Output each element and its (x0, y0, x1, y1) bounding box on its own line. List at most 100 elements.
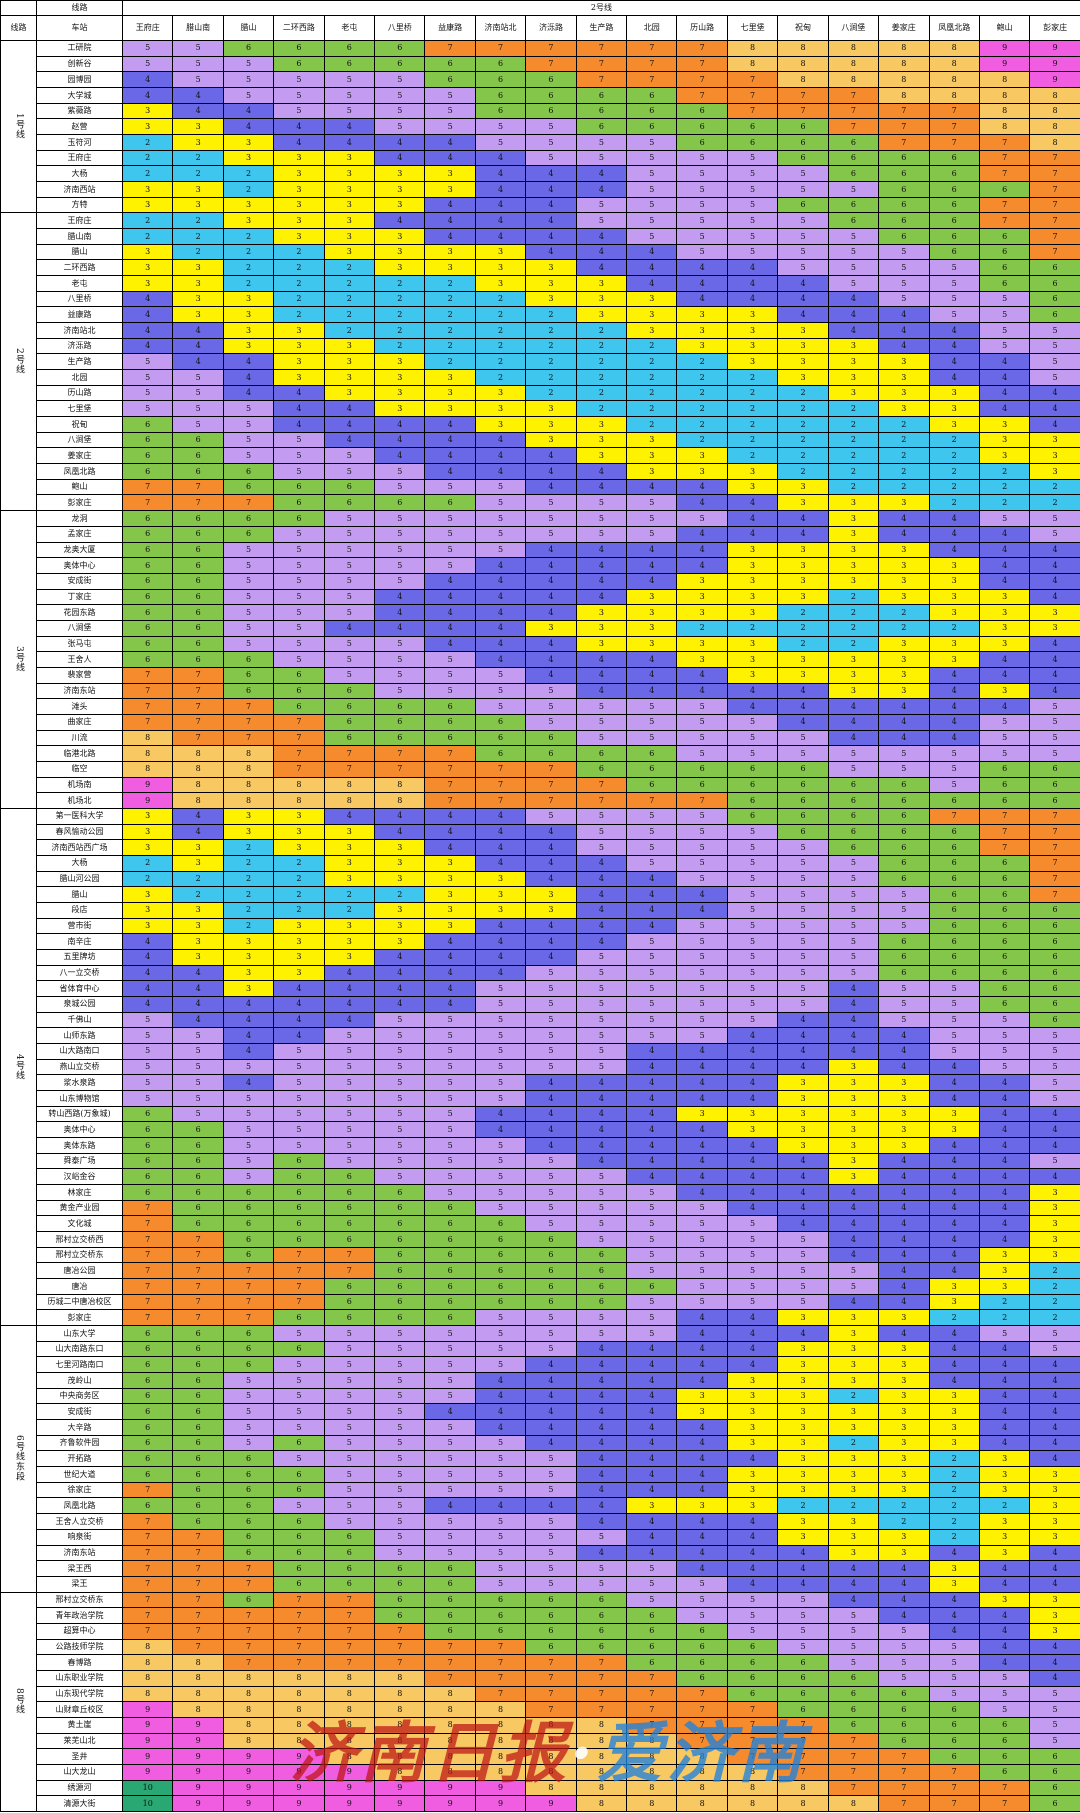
fare-cell: 6 (273, 1168, 325, 1186)
fare-cell: 2 (928, 1309, 980, 1327)
fare-cell: 7 (121, 698, 174, 715)
fare-cell: 8 (121, 745, 174, 762)
origin-station-name: 丁家庄 (36, 588, 123, 606)
fare-row: 腊山南 2 2 2 3 3 3 4 4 4 4 5 5 5 5 5 6 6 6 7 (1, 228, 1080, 245)
fare-cell: 4 (928, 713, 980, 731)
fare-row: 段店 3 3 2 2 2 3 3 3 3 4 4 4 5 5 5 5 6 6 6 (1, 901, 1080, 919)
fare-cell: 3 (777, 572, 829, 590)
fare-cell: 3 (323, 196, 376, 214)
fare-cell: 3 (777, 1450, 829, 1468)
origin-station-name: 段店 (36, 901, 123, 919)
fare-cell: 4 (626, 1121, 678, 1139)
fare-cell: 3 (928, 604, 980, 621)
fare-row: 大辛路 6 6 5 5 5 5 5 4 4 4 4 4 3 3 3 3 3 4 4 (1, 1419, 1080, 1436)
fare-cell: 5 (222, 1372, 275, 1389)
fare-cell: 8 (878, 55, 930, 73)
fare-cell: 4 (374, 447, 426, 465)
fare-cell: 4 (575, 682, 628, 700)
fare-cell: 4 (676, 666, 728, 684)
fare-cell: 5 (474, 1090, 527, 1107)
fare-cell: 3 (424, 917, 476, 935)
fare-cell: 6 (827, 1701, 880, 1718)
fare-cell: 3 (424, 901, 476, 919)
fare-cell: 4 (121, 337, 174, 355)
fare-cell: 2 (626, 400, 678, 418)
fare-cell: 4 (474, 964, 527, 982)
fare-cell: 4 (575, 1434, 628, 1452)
fare-cell: 3 (928, 1560, 980, 1577)
fare-cell: 6 (726, 760, 779, 778)
fare-cell: 5 (474, 1043, 527, 1060)
fare-cell: 3 (827, 541, 880, 559)
fare-cell: 7 (222, 1293, 275, 1311)
fare-cell: 3 (878, 635, 930, 653)
fare-cell: 5 (121, 1011, 174, 1029)
fare-cell: 8 (978, 71, 1031, 89)
fare-cell: 5 (424, 1027, 476, 1044)
fare-cell: 4 (424, 463, 476, 480)
fare-cell: 3 (676, 337, 728, 355)
fare-cell: 8 (121, 1669, 174, 1687)
fare-cell: 4 (726, 698, 779, 715)
fare-cell: 3 (676, 463, 728, 480)
fare-cell: 4 (978, 384, 1031, 402)
fare-cell: 3 (827, 1137, 880, 1154)
fare-row: 1号线 工研院 5 5 6 6 6 6 7 7 7 7 7 7 8 8 8 8 8 9 9 (0, 39, 1080, 214)
fare-cell: 5 (424, 1184, 476, 1201)
dest-station-header: 鲍山 (978, 15, 1031, 41)
fare-row: 北园 5 5 4 3 3 3 3 2 2 2 2 2 2 3 3 3 4 4 5 (1, 369, 1080, 386)
fare-cell: 4 (525, 1074, 577, 1092)
fare-row: 安成街 6 6 5 5 5 5 4 4 4 4 4 3 3 3 3 3 3 4 4 (1, 572, 1080, 590)
fare-cell: 4 (978, 1560, 1031, 1577)
fare-cell: 6 (726, 1669, 779, 1687)
fare-cell: 7 (525, 1669, 577, 1687)
fare-cell: 2 (827, 431, 880, 449)
header-row-line: 线路 2号线 (0, 0, 1080, 16)
fare-cell: 7 (1029, 181, 1080, 198)
fare-cell: 6 (172, 1137, 224, 1154)
fare-cell: 8 (323, 776, 376, 794)
fare-row: 唐冶公园 7 7 7 7 7 6 6 6 6 6 5 5 5 5 5 4 4 3 2 (1, 1262, 1080, 1280)
fare-cell: 2 (676, 431, 728, 449)
fare-cell: 5 (172, 1074, 224, 1092)
fare-cell: 4 (928, 1372, 980, 1389)
fare-cell: 5 (1029, 369, 1080, 386)
fare-row: 益康路 4 3 3 2 2 2 2 2 2 3 3 3 3 4 4 4 5 5 6 (1, 306, 1080, 324)
fare-cell: 5 (525, 1199, 577, 1217)
fare-cell: 7 (525, 40, 577, 57)
fare-cell: 5 (273, 102, 325, 120)
fare-cell: 6 (273, 1184, 325, 1201)
fare-cell: 5 (273, 1450, 325, 1468)
fare-cell: 8 (676, 1795, 728, 1812)
dest-station-header: 腊山 (222, 15, 275, 41)
fare-cell: 5 (575, 196, 628, 214)
fare-cell: 6 (374, 1262, 426, 1280)
fare-cell: 4 (424, 572, 476, 590)
fare-cell: 5 (777, 1638, 829, 1656)
fare-cell: 4 (525, 1403, 577, 1421)
fare-row: 山大路南口 5 5 4 5 5 5 5 5 5 5 4 4 4 4 4 4 5 5 5 (1, 1043, 1080, 1060)
fare-cell: 4 (424, 134, 476, 151)
fare-cell: 5 (978, 337, 1031, 355)
fare-cell: 4 (1029, 635, 1080, 653)
fare-cell: 8 (222, 745, 275, 762)
fare-cell: 6 (474, 729, 527, 747)
fare-cell: 3 (424, 165, 476, 183)
fare-cell: 5 (626, 1215, 678, 1233)
fare-cell: 5 (121, 1090, 174, 1107)
fare-cell: 6 (878, 165, 930, 183)
fare-cell: 4 (525, 541, 577, 559)
fare-row: 孟家庄 6 6 6 5 5 5 5 5 5 5 5 4 4 4 3 4 4 4 5 (1, 525, 1080, 543)
fare-cell: 9 (323, 1779, 376, 1797)
fare-cell: 5 (222, 1403, 275, 1421)
fare-cell: 6 (323, 1293, 376, 1311)
fare-cell: 3 (726, 651, 779, 668)
fare-cell: 4 (827, 322, 880, 339)
fare-cell: 5 (575, 1011, 628, 1029)
fare-cell: 4 (575, 541, 628, 559)
fare-row: 丁家庄 6 6 5 5 5 4 4 4 4 4 3 3 3 3 2 3 3 3 4 (1, 588, 1080, 606)
fare-cell: 4 (575, 463, 628, 480)
fare-cell: 5 (626, 1246, 678, 1264)
fare-cell: 8 (323, 1748, 376, 1765)
fare-cell: 4 (726, 1199, 779, 1217)
